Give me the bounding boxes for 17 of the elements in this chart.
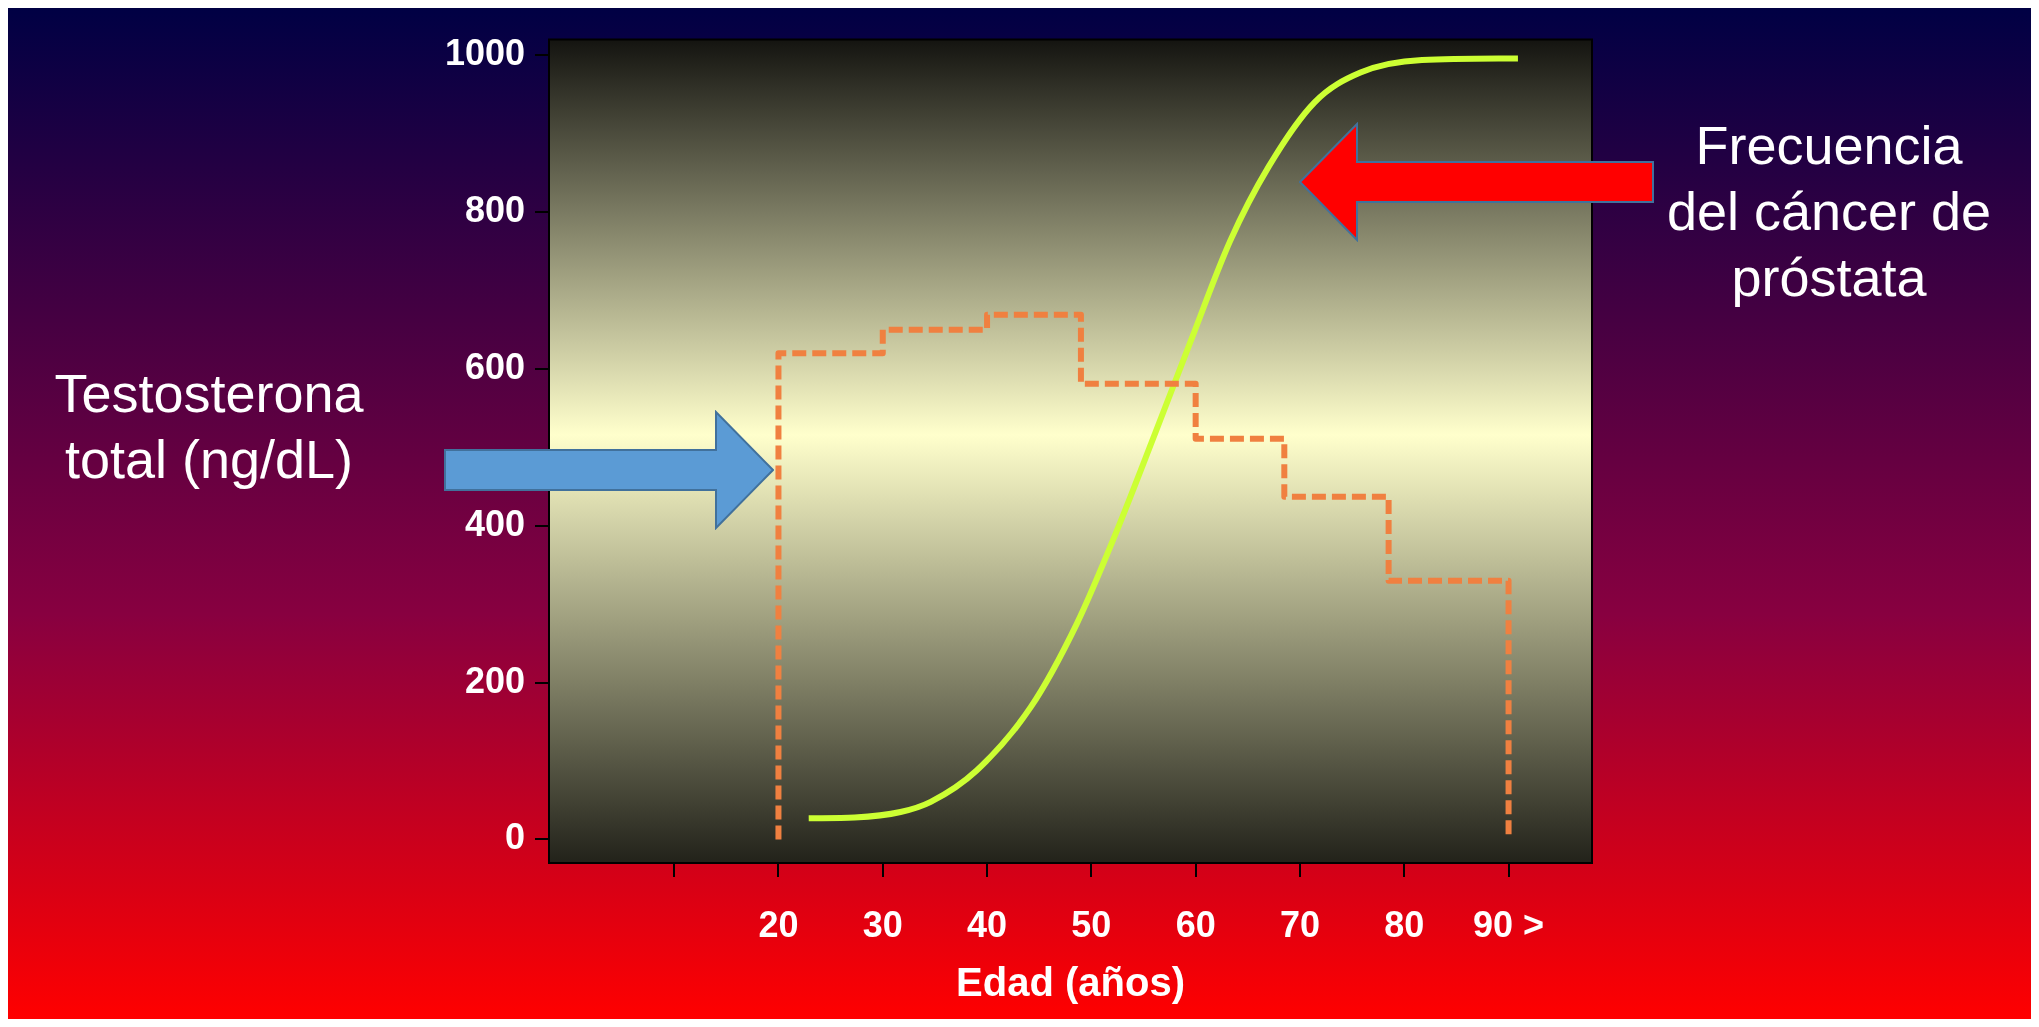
y-tick-label: 1000 [444, 32, 525, 74]
x-tick-label: 20 [758, 903, 799, 945]
x-tick-label: 90 > [1473, 903, 1545, 945]
x-tick-label: 40 [967, 903, 1008, 945]
x-tick-label: 80 [1384, 903, 1425, 945]
y-tick-label: 0 [504, 816, 525, 858]
y-tick-label: 400 [464, 502, 525, 544]
y-tick-label: 200 [464, 659, 525, 701]
x-tick-label: 50 [1071, 903, 1112, 945]
x-tick-label: 30 [862, 903, 903, 945]
x-axis-title: Edad (años) [956, 960, 1185, 1005]
text: Frecuencia del cáncer de próstata [1665, 113, 1993, 309]
x-tick-label: 70 [1279, 903, 1320, 945]
x-tick-label: 60 [1175, 903, 1216, 945]
y-tick-label: 600 [464, 345, 525, 387]
text: Testosterona total (ng/dL) [53, 361, 365, 491]
y-tick-label: 800 [464, 189, 525, 231]
